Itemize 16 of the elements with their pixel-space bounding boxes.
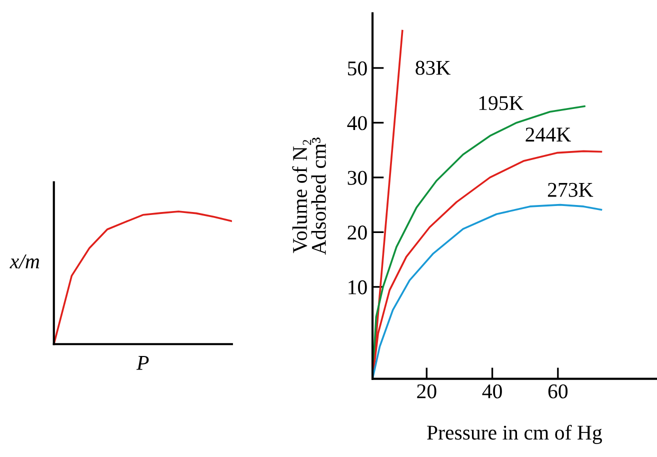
y-tick-label: 10 <box>348 280 367 294</box>
y-tick-label: 40 <box>347 116 367 130</box>
series-label: 273K <box>548 182 594 197</box>
y-axis-title: Volume of N₂ Adsorbed cm³ <box>292 137 326 255</box>
series-label: 195K <box>479 96 524 110</box>
x-tick-label: 40 <box>482 384 502 398</box>
series-label: 83K <box>416 60 451 75</box>
series-label: 244K <box>526 128 571 142</box>
x-tick-label: 60 <box>548 384 568 398</box>
x-tick-label: 20 <box>417 384 436 398</box>
x-axis-title: P <box>136 356 149 370</box>
y-tick-label: 50 <box>348 61 367 76</box>
y-tick-label: 30 <box>348 170 367 185</box>
x-axis-title: Pressure in cm of Hg <box>427 424 602 444</box>
y-tick-label: 20 <box>348 226 367 240</box>
y-axis-title: x/m <box>10 254 40 268</box>
